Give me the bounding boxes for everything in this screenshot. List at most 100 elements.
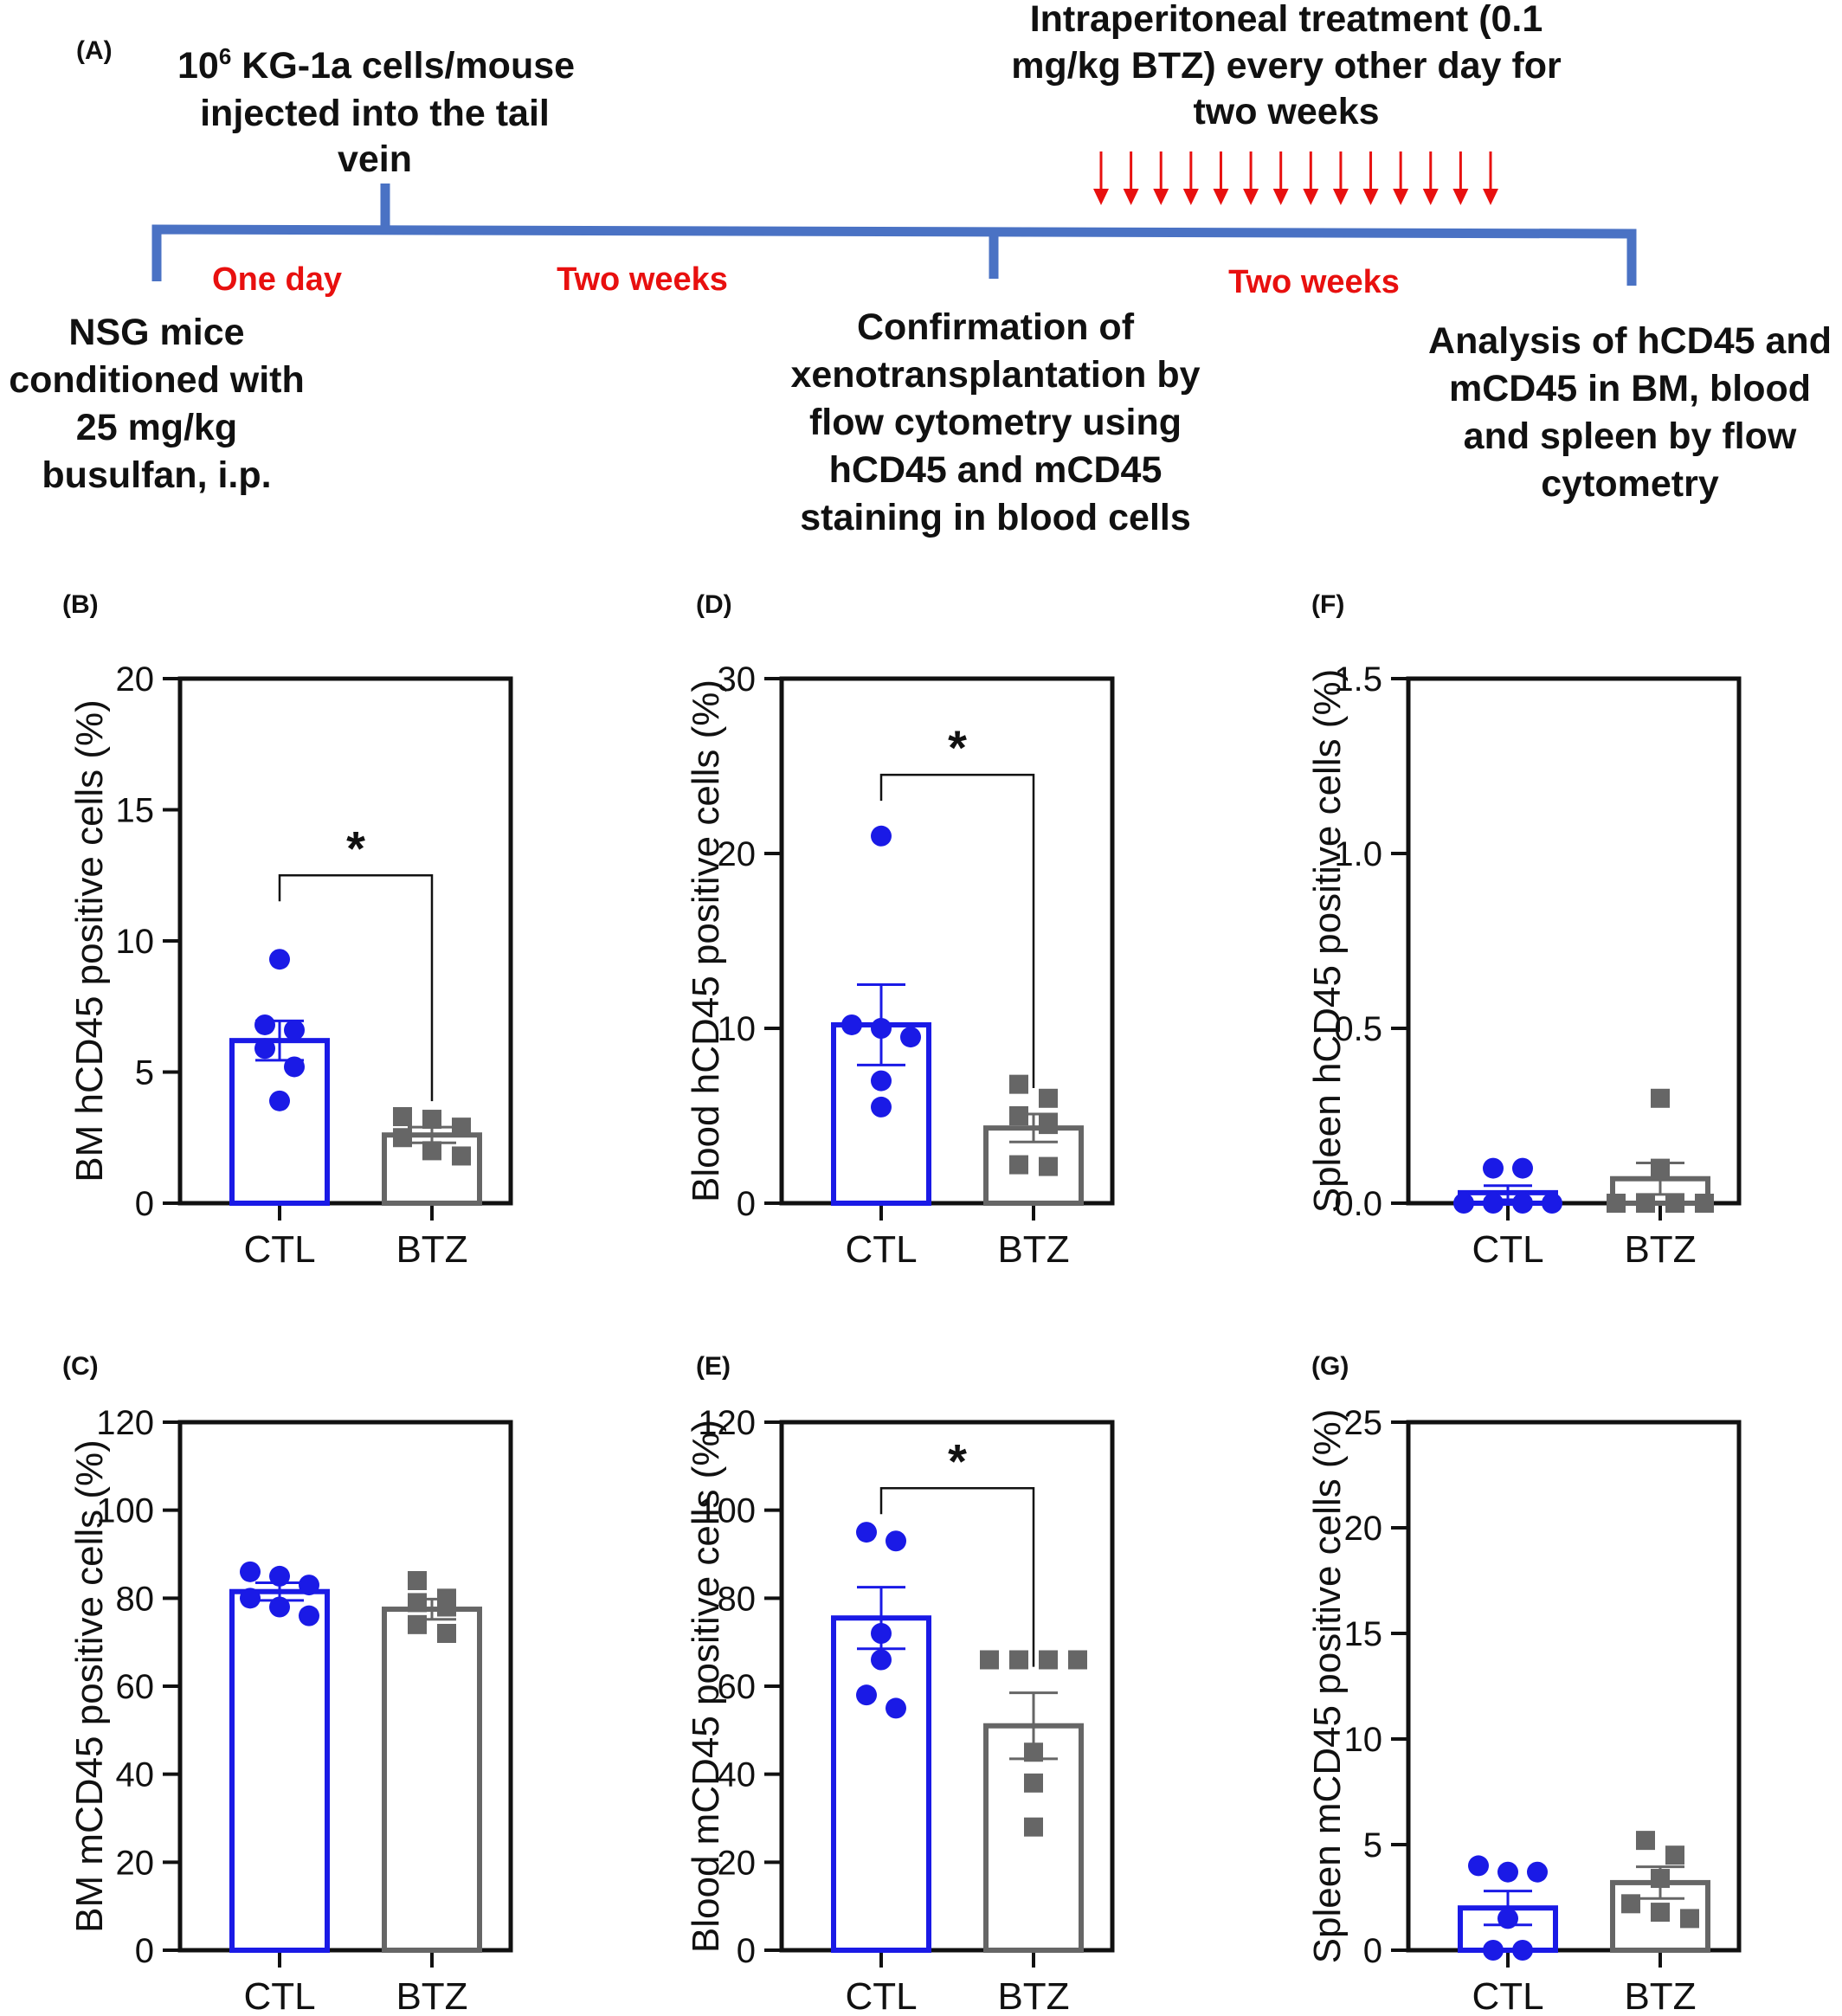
injection-line-1: 106 KG-1a cells/mouse <box>177 43 575 87</box>
data-point-ctl <box>1483 1193 1504 1214</box>
data-point-btz <box>422 1110 441 1130</box>
x-tick-label: BTZ <box>997 1975 1069 2016</box>
data-point-ctl <box>1483 1940 1504 1961</box>
confirm-line-5: staining in blood cells <box>800 497 1191 538</box>
data-point-ctl <box>1527 1861 1548 1883</box>
y-tick-label: 0.0 <box>1334 1185 1382 1223</box>
data-point-btz <box>422 1141 441 1161</box>
y-tick-label: 30 <box>718 660 757 699</box>
data-point-ctl <box>1483 1157 1504 1179</box>
analysis-line-1: Analysis of hCD45 and <box>1428 320 1832 362</box>
y-tick-label: 40 <box>718 1756 757 1794</box>
data-point-ctl <box>269 1565 290 1587</box>
chart-b: (B) 0 5 10 15 20 CTL BTZ BM hCD45 positive cells… <box>62 590 513 1271</box>
data-point-ctl <box>240 1588 261 1609</box>
significance-bracket <box>278 874 434 1102</box>
x-tick-label: BTZ <box>1624 1228 1696 1271</box>
data-point-ctl <box>856 1684 877 1706</box>
y-tick-label: 120 <box>96 1404 154 1442</box>
treatment-line-2: mg/kg BTZ) every other day for <box>1011 45 1562 87</box>
confirm-line-2: xenotransplantation by <box>790 354 1200 396</box>
data-point-btz <box>1024 1742 1043 1762</box>
treatment-arrow <box>1393 151 1409 205</box>
significance-label: * <box>948 1433 967 1488</box>
chart-d: (D) 0 10 20 30 CTL BTZ Blood hCD45 positive cel… <box>685 590 1115 1271</box>
data-point-ctl <box>1468 1855 1489 1877</box>
data-point-btz <box>1636 1194 1655 1213</box>
y-tick-label: 20 <box>116 1844 155 1882</box>
data-point-ctl <box>1512 1157 1533 1179</box>
data-point-btz <box>1039 1156 1058 1176</box>
x-tick-label: CTL <box>845 1975 917 2016</box>
y-tick-label: 100 <box>96 1492 154 1530</box>
y-axis-title: BM mCD45 positive cells (%) <box>68 1440 111 1933</box>
y-tick-label: 20 <box>718 835 757 873</box>
y-tick-label: 1.0 <box>1334 835 1382 873</box>
y-tick-label: 1.5 <box>1334 660 1382 699</box>
y-tick-label: 40 <box>116 1756 155 1794</box>
y-tick-label: 5 <box>1363 1826 1382 1865</box>
y-tick-label: 10 <box>718 1010 757 1048</box>
treatment-line-1: Intraperitoneal treatment (0.1 <box>1030 0 1543 40</box>
data-point-btz <box>1651 1088 1670 1108</box>
data-point-btz <box>1068 1650 1087 1670</box>
x-tick-label: BTZ <box>997 1228 1069 1271</box>
start-line-3: 25 mg/kg <box>76 407 237 448</box>
data-point-btz <box>452 1146 471 1166</box>
y-tick-label: 15 <box>1344 1615 1383 1653</box>
duration-two-weeks-1: Two weeks <box>557 261 728 298</box>
data-point-ctl <box>240 1561 261 1582</box>
y-axis-title: Blood mCD45 positive cells (%) <box>685 1420 727 1953</box>
panel-label: (F) <box>1311 590 1344 619</box>
y-tick-label: 0 <box>135 1932 154 1970</box>
bar-ctl <box>229 1588 330 1954</box>
data-point-btz <box>1039 1650 1058 1670</box>
data-point-btz <box>1680 1909 1699 1929</box>
y-tick-label: 0 <box>737 1932 756 1970</box>
data-point-ctl <box>269 949 290 970</box>
y-tick-label: 20 <box>1344 1510 1383 1548</box>
treatment-arrow <box>1153 151 1169 205</box>
data-point-ctl <box>1453 1193 1474 1214</box>
panel-label: (E) <box>696 1352 731 1381</box>
y-tick-label: 0 <box>737 1185 756 1223</box>
treatment-arrows <box>1093 151 1498 205</box>
y-tick-label: 100 <box>698 1492 756 1530</box>
data-point-ctl <box>254 1014 275 1035</box>
data-point-ctl <box>1512 1940 1533 1961</box>
panel-label: (C) <box>62 1352 99 1381</box>
data-point-btz <box>1024 1817 1043 1837</box>
data-point-btz <box>1665 1194 1684 1213</box>
treatment-arrow <box>1422 151 1439 205</box>
y-axis-title: BM hCD45 positive cells (%) <box>68 699 111 1182</box>
x-tick-label: CTL <box>243 1228 315 1271</box>
timeline-line <box>151 224 1637 286</box>
data-point-btz <box>393 1107 412 1127</box>
treatment-arrow <box>1213 151 1229 205</box>
analysis-line-3: and spleen by flow <box>1464 415 1797 457</box>
treatment-arrow <box>1332 151 1349 205</box>
y-tick-label: 60 <box>116 1668 155 1706</box>
timeline-panel-a: (A) 106 KG-1a cells/mouse injected into … <box>9 0 1832 538</box>
data-point-ctl <box>299 1605 319 1626</box>
y-axis-title: Spleen mCD45 positive cells (%) <box>1306 1409 1349 1964</box>
significance-bracket <box>879 773 1035 1088</box>
data-point-ctl <box>900 1027 921 1048</box>
data-point-ctl <box>1542 1193 1562 1214</box>
data-point-btz <box>408 1593 427 1613</box>
y-tick-label: 120 <box>698 1404 756 1442</box>
y-tick-label: 0 <box>135 1185 154 1223</box>
treatment-arrow <box>1123 151 1139 205</box>
data-point-ctl <box>871 1649 892 1671</box>
y-tick-label: 15 <box>116 792 155 830</box>
data-point-ctl <box>269 1090 290 1111</box>
x-tick-label: BTZ <box>396 1228 467 1271</box>
data-point-btz <box>1695 1194 1714 1213</box>
data-point-btz <box>1039 1088 1058 1108</box>
y-tick-label: 60 <box>718 1668 757 1706</box>
data-point-ctl <box>871 1070 892 1092</box>
treatment-arrow <box>1303 151 1319 205</box>
data-point-ctl <box>1497 1861 1518 1883</box>
analysis-line-2: mCD45 in BM, blood <box>1449 368 1811 409</box>
